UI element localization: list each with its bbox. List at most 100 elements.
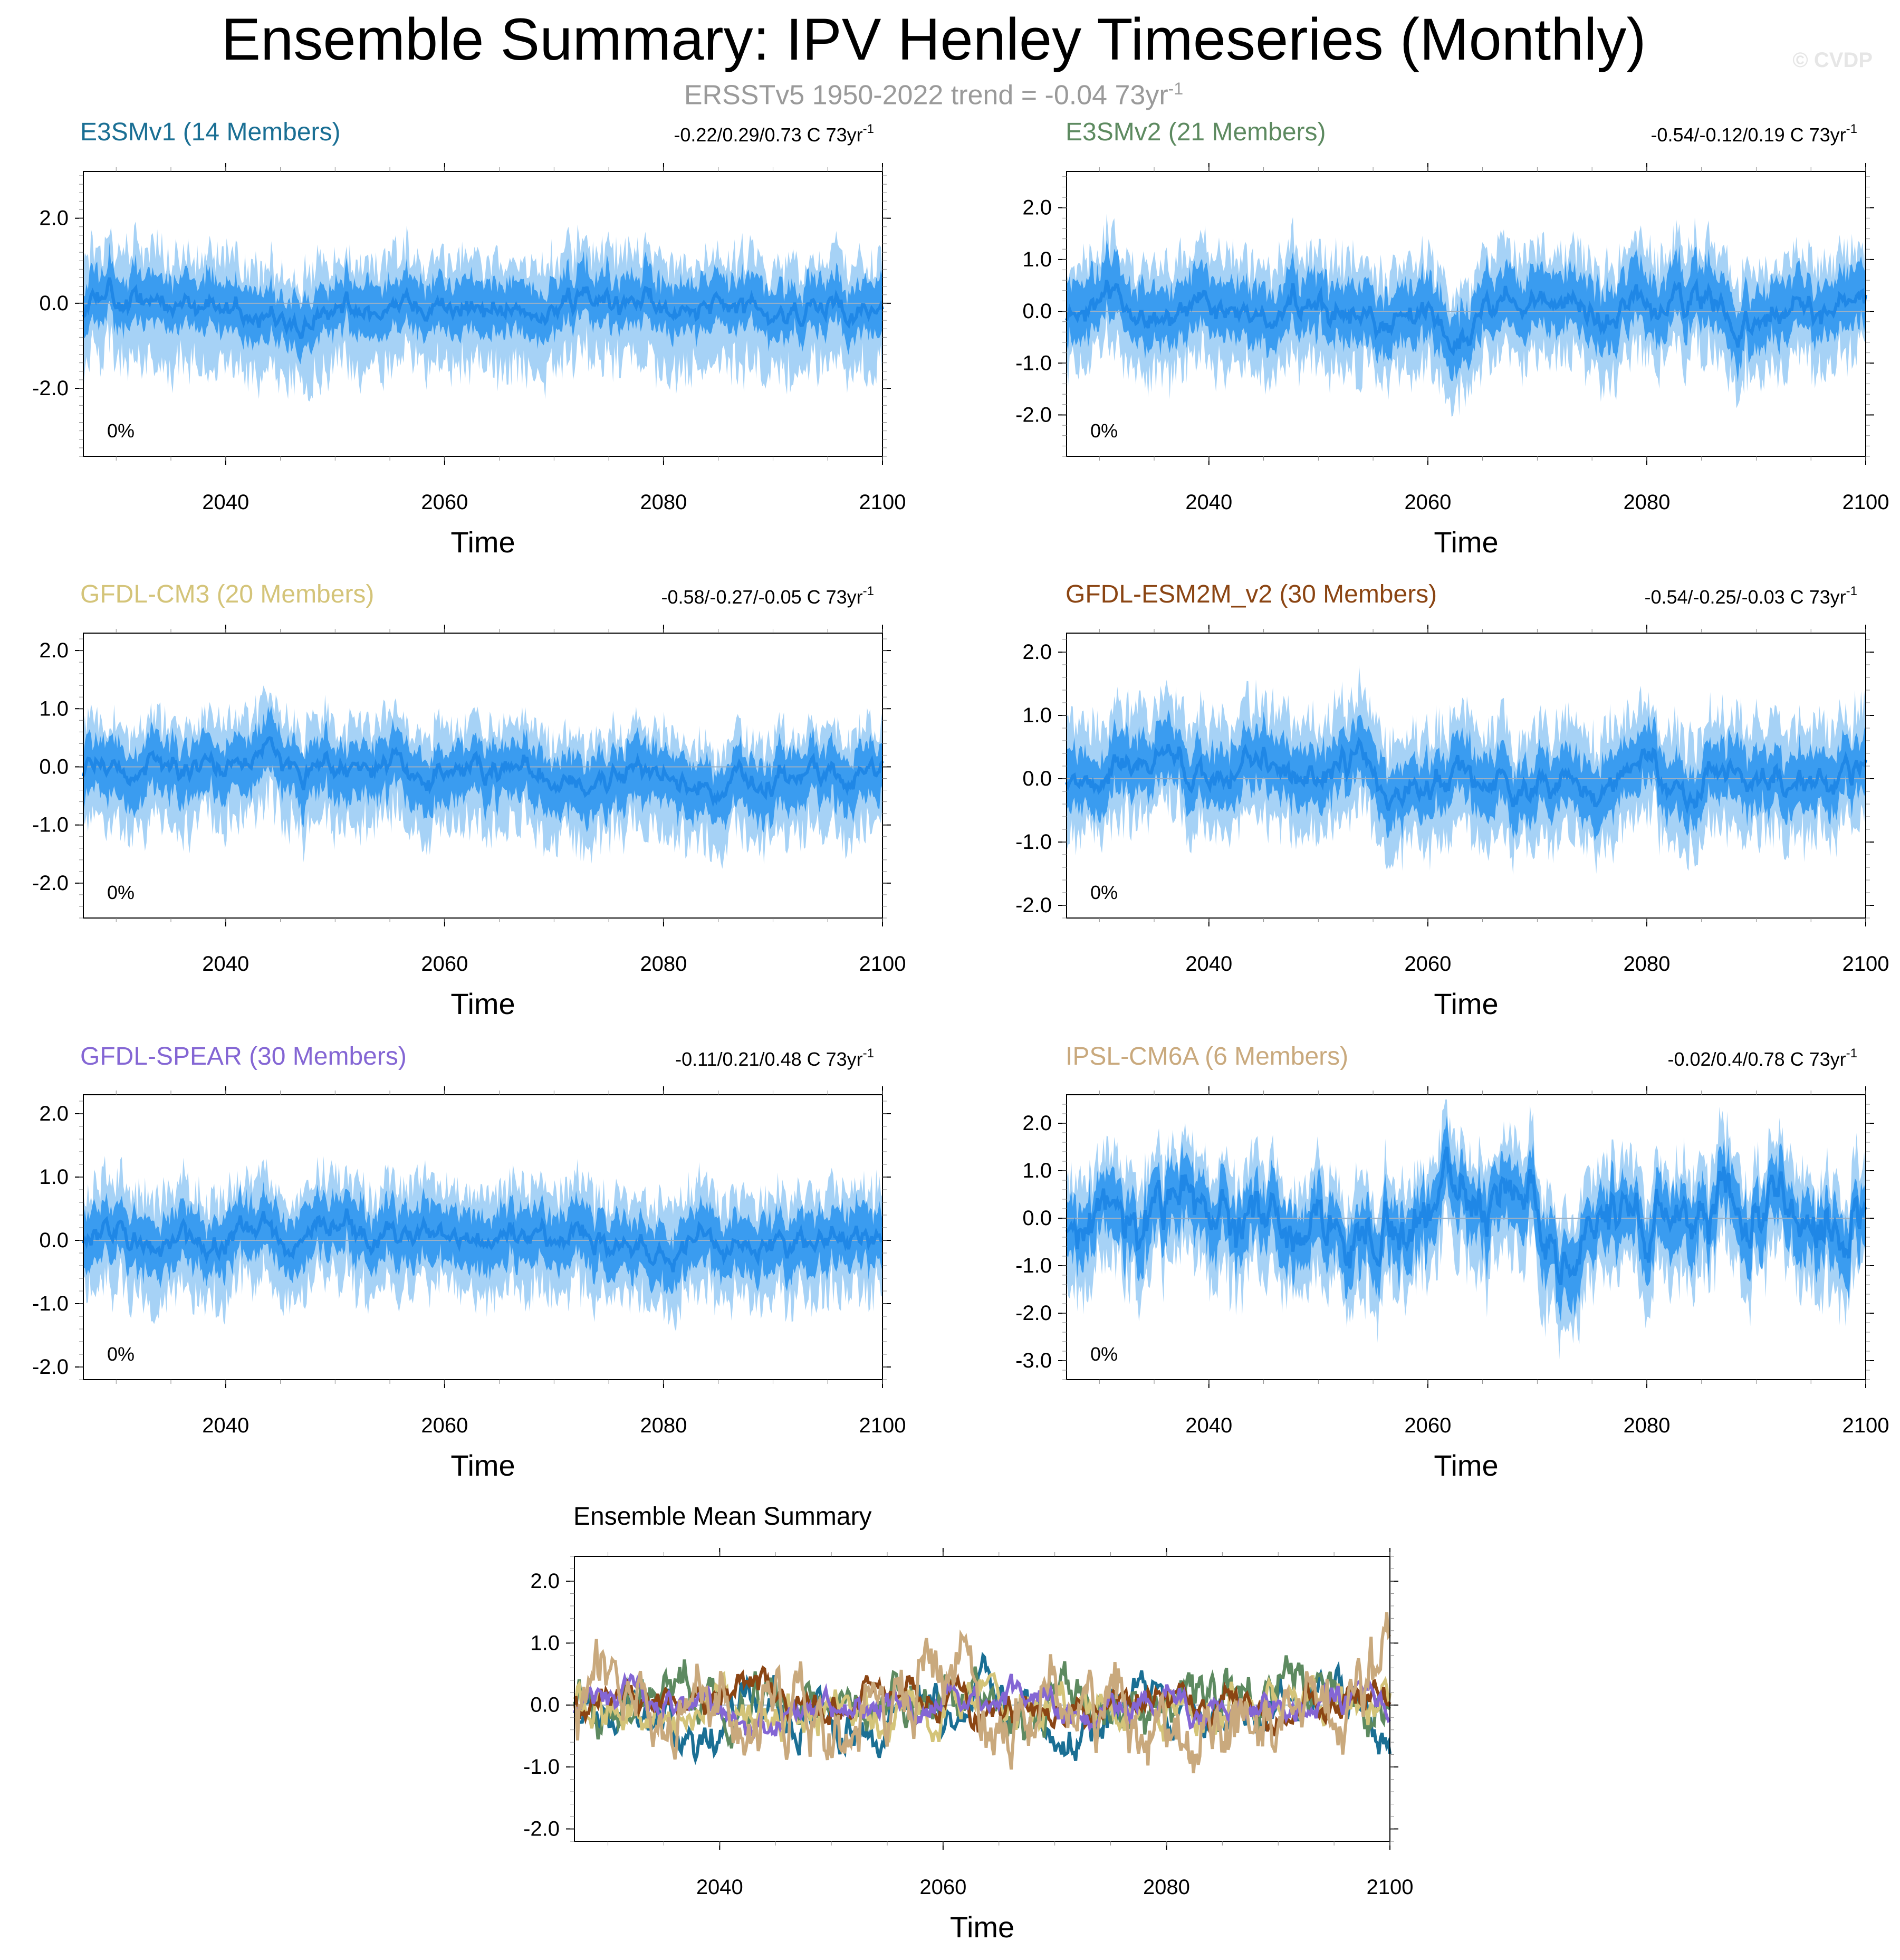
figure-subtitle: ERSSTv5 1950-2022 trend = -0.04 73yr-1 [0,79,1867,111]
y-tick-label: 0.0 [530,1694,560,1717]
trend-label: -0.54/-0.25/-0.03 C 73yr-1 [1644,584,1857,608]
plot-frame [83,633,883,919]
y-tick-label: 2.0 [39,207,69,230]
y-tick-label: 2.0 [530,1570,560,1593]
panel-4: GFDL-ESM2M_v2 (30 Members) -0.54/-0.25/-0… [1015,580,1889,1020]
trend-superscript: -1 [1846,1046,1857,1060]
x-tick-label: 2080 [640,952,687,976]
x-tick-label: 2080 [1143,1876,1190,1899]
ensemble-mean-line [82,736,884,807]
panel-6: IPSL-CM6A (6 Members) -0.02/0.4/0.78 C 73… [1015,1043,1889,1482]
subtitle-text: ERSSTv5 1950-2022 trend = -0.04 73yr [684,80,1168,111]
x-axis-label: Time [450,987,515,1020]
x-tick-label: 2060 [919,1876,966,1899]
subtitle-superscript: -1 [1168,79,1184,98]
plot-frame [83,1094,883,1380]
trend-label: -0.54/-0.12/0.19 C 73yr-1 [1650,122,1857,146]
x-tick-label: 2100 [859,952,906,976]
x-axis-label: Time [950,1910,1014,1944]
trend-label: -0.02/0.4/0.78 C 73yr-1 [1667,1046,1857,1070]
copyright-watermark: © CVDP [1792,49,1873,72]
y-tick-label: -1.0 [523,1755,560,1779]
y-tick-label: -1.0 [32,1292,69,1315]
percent-label: 0% [1090,1343,1118,1365]
x-tick-label: 2040 [202,952,249,976]
x-tick-label: 2060 [1404,491,1451,514]
y-tick-label: -1.0 [1015,1254,1052,1277]
trend-superscript: -1 [1846,584,1857,598]
ensemble-mean-line [82,277,884,339]
trend-label: -0.22/0.29/0.73 C 73yr-1 [674,122,874,146]
x-tick-label: 2040 [202,491,249,514]
panel-title: GFDL-ESM2M_v2 (30 Members) [1066,580,1437,608]
y-tick-label: -2.0 [1015,894,1052,917]
x-tick-label: 2060 [421,952,468,976]
panel-title: E3SMv2 (21 Members) [1066,118,1326,146]
y-tick-label: 1.0 [1022,1159,1052,1182]
y-tick-label: 1.0 [39,1165,69,1189]
percent-label: 0% [1090,420,1118,442]
x-tick-label: 2100 [1843,491,1889,514]
x-tick-label: 2080 [1623,491,1670,514]
trend-text: -0.22/0.29/0.73 C 73yr [674,124,862,146]
y-tick-label: 2.0 [39,1102,69,1125]
panel-2: E3SMv2 (21 Members) -0.54/-0.12/0.19 C 73… [1015,118,1889,559]
y-tick-label: 0.0 [1022,767,1052,790]
panel-title: GFDL-CM3 (20 Members) [80,580,374,608]
trend-label: -0.58/-0.27/-0.05 C 73yr-1 [661,584,874,608]
ensemble-mean-line [1065,1146,1867,1286]
trend-superscript: -1 [863,122,874,136]
x-tick-label: 2040 [202,1414,249,1437]
percent-label: 0% [107,882,135,903]
trend-superscript: -1 [1846,122,1857,136]
series-line-ipsl-cm6a: IPSL-CM6A [573,1612,1392,1774]
y-tick-label: 1.0 [39,697,69,720]
y-tick-label: -1.0 [32,814,69,837]
y-tick-label: -3.0 [1015,1349,1052,1372]
percent-label: 0% [107,1343,135,1365]
x-tick-label: 2060 [421,491,468,514]
trend-text: -0.54/-0.12/0.19 C 73yr [1650,124,1846,146]
x-tick-label: 2060 [1404,952,1451,976]
panel-title: IPSL-CM6A (6 Members) [1066,1043,1348,1070]
percent-label: 0% [1090,882,1118,903]
y-tick-label: 1.0 [1022,248,1052,271]
x-tick-label: 2060 [1404,1414,1451,1437]
y-tick-label: 2.0 [1022,640,1052,664]
x-tick-label: 2100 [859,1414,906,1437]
y-tick-label: 2.0 [39,639,69,662]
y-tick-label: 0.0 [1022,1207,1052,1230]
x-tick-label: 2100 [859,491,906,514]
inner-range-band [1067,709,1866,842]
y-tick-label: -2.0 [523,1818,560,1841]
plot-frame [1066,171,1866,457]
x-axis-label: Time [450,525,515,559]
plot-frame [1066,633,1866,919]
inner-range-band [1067,1115,1866,1322]
y-tick-label: -2.0 [1015,1302,1052,1325]
percent-label: 0% [107,420,135,442]
x-tick-label: 2100 [1843,1414,1889,1437]
panel-title: Ensemble Mean Summary [573,1503,872,1531]
x-tick-label: 2060 [421,1414,468,1437]
trend-text: -0.11/0.21/0.48 C 73yr [675,1048,863,1070]
series-line-gfdl-spear: GFDL-SPEAR [573,1671,1392,1739]
y-tick-label: 0.0 [39,1229,69,1252]
x-tick-label: 2040 [1185,1414,1232,1437]
x-tick-label: 2080 [1623,1414,1670,1437]
x-tick-label: 2100 [1843,952,1889,976]
x-tick-label: 2040 [1185,491,1232,514]
ensemble-mean-line [82,1208,884,1273]
x-axis-label: Time [1434,1449,1498,1482]
panel-5: GFDL-SPEAR (30 Members) -0.11/0.21/0.48 C… [32,1043,906,1482]
plot-frame [574,1556,1390,1842]
trend-label: -0.11/0.21/0.48 C 73yr-1 [675,1046,874,1070]
y-tick-label: 0.0 [39,755,69,778]
trend-superscript: -1 [863,1046,874,1060]
trend-superscript: -1 [863,584,874,598]
y-tick-label: -2.0 [32,377,69,400]
ensemble-mean-line [1065,278,1867,357]
x-tick-label: 2100 [1367,1876,1414,1899]
x-tick-label: 2080 [640,1414,687,1437]
